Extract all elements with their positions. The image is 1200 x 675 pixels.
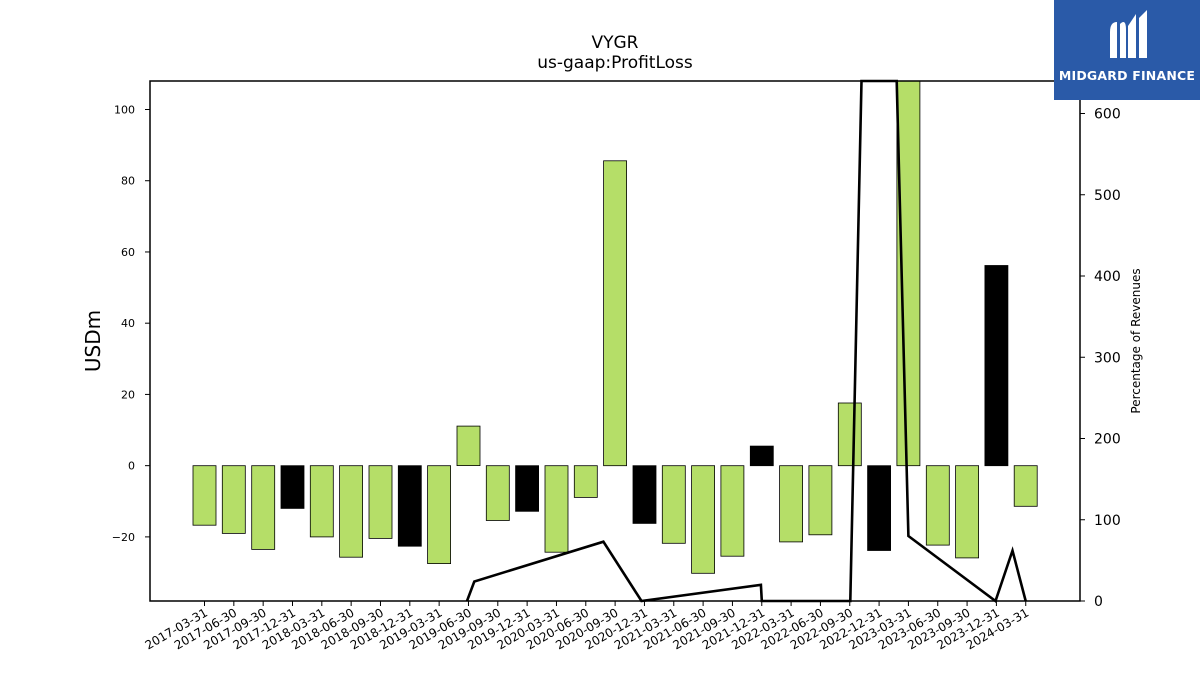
y-tick-label: 20: [121, 388, 135, 401]
y-tick-label: 80: [121, 175, 135, 188]
bar-2023-06-30: [925, 465, 950, 546]
bar-2018-06-30: [339, 465, 364, 558]
bar-2017-12-31: [280, 465, 305, 509]
bar-2023-09-30: [955, 465, 979, 559]
bar-2022-06-30: [808, 465, 833, 536]
y-axis-right: 0 100 200 300 400 500 600: [1080, 107, 1121, 610]
bar-2022-03-31: [779, 465, 803, 543]
brand-logo: MIDGARD FINANCE: [1054, 0, 1200, 100]
bar-2020-03-31: [544, 465, 569, 553]
bar-2018-03-31: [309, 465, 334, 538]
y-tick-label: 0: [128, 460, 135, 473]
logo-wordmark: MIDGARD FINANCE: [1058, 68, 1196, 83]
chart-subtitle: us-gaap:ProfitLoss: [537, 53, 693, 73]
bar-2018-12-31: [397, 465, 422, 547]
y-tick-label: −20: [112, 531, 135, 544]
bar-2019-12-31: [515, 465, 539, 512]
y-tick-label: 60: [121, 246, 135, 259]
y2-tick-label: 100: [1094, 513, 1121, 529]
bar-2021-03-31: [661, 465, 686, 544]
bar-2019-06-30: [456, 425, 481, 467]
chart-title: VYGR: [592, 33, 639, 53]
bar-2019-09-30: [485, 465, 510, 521]
bar-2017-06-30: [221, 465, 246, 534]
bar-2020-12-31: [632, 465, 657, 524]
bar-2022-12-31: [867, 465, 891, 551]
bar-2022-09-30: [837, 402, 862, 467]
y2-tick-label: 600: [1094, 107, 1121, 123]
midgard-logo-icon: [1110, 10, 1147, 58]
y2-tick-label: 500: [1094, 188, 1121, 204]
bars-group: [192, 80, 1038, 574]
bar-2023-12-31: [984, 265, 1009, 467]
y2-tick-label: 200: [1094, 432, 1121, 448]
bar-2024-03-31: [1013, 465, 1038, 507]
y2-axis-label: Percentage of Revenues: [1129, 268, 1143, 413]
bar-2021-06-30: [691, 465, 715, 574]
bar-2017-03-31: [192, 465, 217, 526]
bar-2021-12-31: [749, 445, 774, 467]
bar-2019-03-31: [427, 465, 452, 565]
y-axis-label: USDm: [81, 310, 105, 372]
bar-2018-09-30: [368, 465, 393, 539]
y2-tick-label: 0: [1094, 594, 1103, 610]
bar-2021-09-30: [720, 465, 745, 557]
bar-2017-09-30: [251, 465, 276, 550]
y-tick-label: 100: [114, 103, 135, 116]
y2-tick-label: 300: [1094, 350, 1121, 366]
y-tick-label: 40: [121, 317, 135, 330]
y-axis-left: −20 0 20 40 60 80 100: [112, 103, 150, 544]
bar-2020-06-30: [573, 465, 598, 498]
bar-2020-09-30: [603, 160, 627, 467]
y2-tick-label: 400: [1094, 269, 1121, 285]
x-axis: 2017-03-312017-06-302017-09-302017-12-31…: [143, 601, 1031, 652]
